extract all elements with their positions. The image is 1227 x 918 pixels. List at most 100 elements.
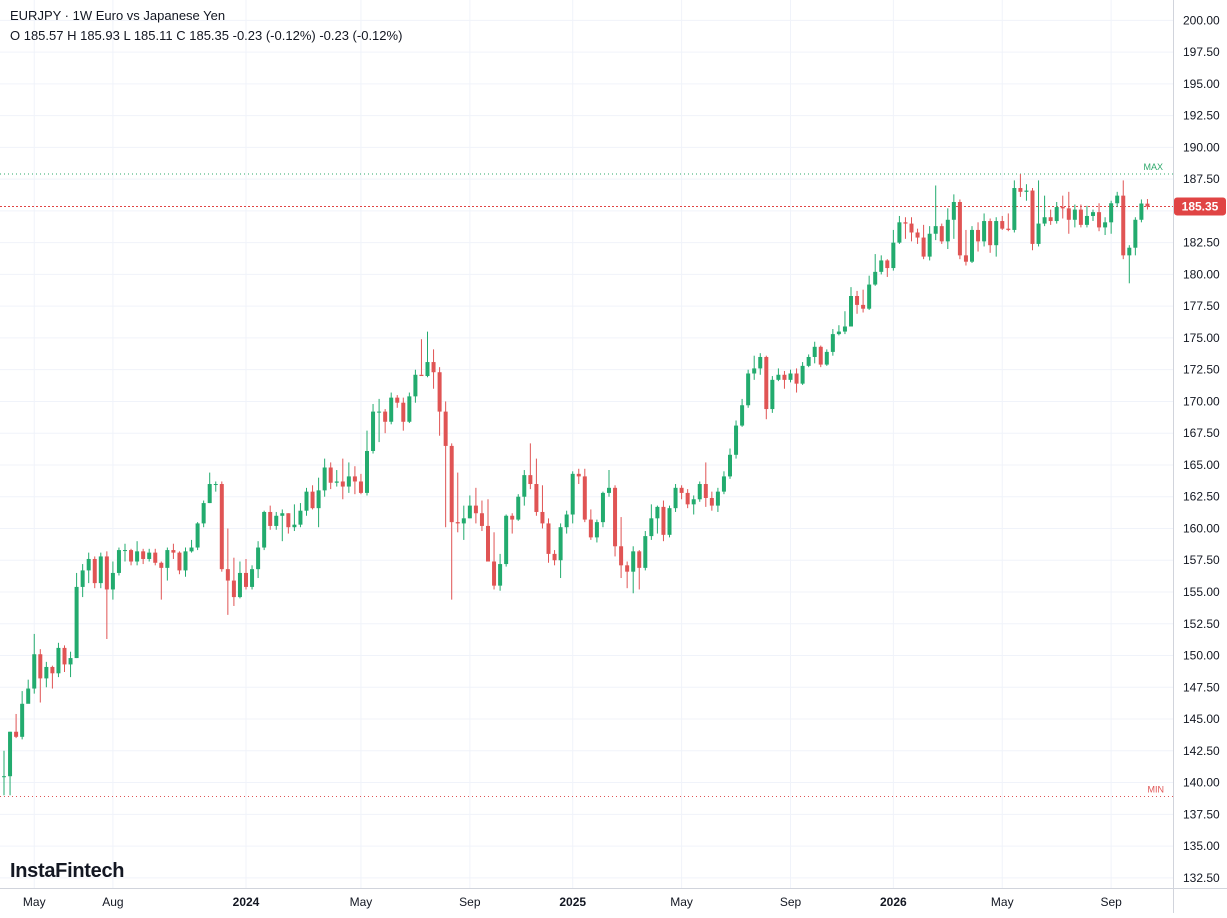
symbol-title: EURJPY · 1W Euro vs Japanese Yen (10, 8, 226, 23)
y-tick-label: 160.00 (1183, 521, 1220, 535)
candle-down (486, 525, 490, 562)
candle-up (728, 454, 732, 477)
candle-down (915, 232, 920, 238)
candle-up (558, 527, 563, 561)
candle-up (256, 547, 261, 570)
candle-up (1091, 212, 1095, 216)
y-tick-label: 142.50 (1183, 744, 1220, 758)
candle-down (709, 497, 714, 506)
candle-down (619, 546, 624, 566)
x-tick-label: May (991, 895, 1014, 909)
candle-up (322, 467, 327, 491)
candle-down (141, 551, 146, 559)
candle-up (346, 476, 351, 487)
candle-up (467, 505, 472, 519)
candle-down (939, 226, 944, 242)
candle-down (62, 647, 67, 665)
y-tick-label: 162.50 (1183, 490, 1220, 504)
candle-down (510, 515, 515, 520)
candle-up (897, 222, 902, 243)
candle-up (377, 411, 382, 413)
candle-down (1097, 212, 1102, 228)
min-label: MIN (1148, 785, 1165, 795)
candle-up (461, 518, 466, 524)
candle-up (250, 569, 255, 587)
candle-down (855, 296, 860, 305)
candle-up (522, 475, 527, 497)
candle-down (383, 411, 388, 422)
candle-down (244, 572, 248, 587)
candle-up (74, 586, 79, 659)
candle-up (1109, 203, 1114, 223)
candle-up (2, 776, 6, 778)
y-tick-label: 152.50 (1183, 617, 1220, 631)
candle-up (933, 226, 938, 234)
candle-up (649, 518, 654, 537)
candle-up (292, 524, 297, 528)
candle-down (613, 487, 618, 547)
candle-down (861, 304, 866, 309)
candle-up (564, 514, 569, 528)
y-tick-label: 180.00 (1183, 267, 1220, 281)
candle-down (576, 473, 581, 477)
candle-down (921, 237, 926, 257)
candle-up (389, 397, 394, 422)
candle-up (1115, 195, 1120, 204)
candle-up (879, 260, 884, 272)
candle-down (794, 373, 799, 384)
candle-up (147, 552, 152, 559)
candle-down (885, 260, 890, 269)
candle-up (213, 484, 218, 486)
candles (2, 174, 1150, 796)
candle-up (298, 510, 303, 525)
candle-up (824, 351, 829, 365)
candle-down (1066, 208, 1071, 220)
candle-up (44, 666, 49, 679)
candle-down (443, 411, 448, 446)
candle-down (552, 553, 557, 561)
candle-up (365, 450, 369, 493)
y-tick-label: 172.50 (1183, 363, 1220, 377)
y-tick-label: 182.50 (1183, 236, 1220, 250)
candle-up (570, 473, 575, 515)
candle-down (92, 558, 97, 584)
candle-up (32, 654, 37, 689)
candle-up (697, 484, 702, 500)
candle-up (26, 688, 31, 704)
max-label: MAX (1143, 162, 1163, 172)
candle-up (1103, 222, 1108, 228)
candle-down (782, 374, 787, 380)
candle-down (449, 445, 454, 523)
candle-down (988, 221, 993, 246)
candle-up (830, 334, 835, 352)
candle-up (600, 492, 605, 523)
candle-down (1078, 209, 1083, 225)
candle-up (116, 550, 121, 573)
last-price-label: 185.35 (1182, 199, 1219, 213)
x-tick-label: 2024 (233, 895, 260, 909)
y-tick-label: 155.00 (1183, 585, 1220, 599)
y-tick-label: 167.50 (1183, 426, 1220, 440)
x-tick-label: Sep (1100, 895, 1122, 909)
candle-down (437, 372, 442, 412)
candle-down (679, 487, 684, 493)
candle-up (667, 508, 672, 535)
y-tick-label: 147.50 (1183, 680, 1220, 694)
candle-up (1072, 209, 1077, 220)
y-tick-label: 157.50 (1183, 553, 1220, 567)
candle-up (951, 201, 956, 220)
brand-logo: InstaFintech (10, 860, 125, 882)
candle-down (1018, 188, 1023, 192)
candle-up (715, 491, 720, 506)
candle-up (806, 356, 811, 366)
ohlc-readout: O 185.57 H 185.93 L 185.11 C 185.35 -0.2… (10, 28, 403, 43)
candle-up (110, 572, 115, 590)
candle-up (842, 326, 847, 332)
candle-down (818, 346, 823, 365)
candle-down (159, 562, 164, 568)
candle-down (401, 402, 406, 422)
x-tick-label: Aug (102, 895, 123, 909)
candle-up (873, 271, 878, 285)
